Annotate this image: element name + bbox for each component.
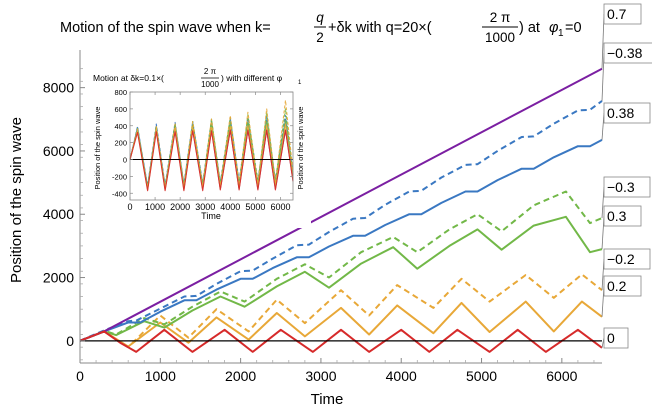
title-phi: φ: [549, 20, 558, 36]
series-line: [79, 190, 603, 342]
inset-y-tick-label: 400: [114, 122, 127, 131]
series-line: [79, 139, 603, 342]
y-tick-label: 4000: [43, 206, 74, 222]
callout-label: −0.3: [607, 179, 635, 195]
inset-title-mid: ) with different φ: [221, 73, 283, 83]
inset-title-frac-numerator: 2 π: [204, 67, 217, 76]
callout-label: 0.2: [607, 278, 627, 294]
title-mid: +δk with q=20×(: [328, 20, 432, 36]
callout-label: 0.38: [607, 105, 634, 121]
inset-background: [89, 66, 311, 228]
y-tick-label: 6000: [43, 143, 74, 159]
inset-x-tick-label: 3000: [195, 202, 215, 212]
main-plot: 0 1000 2000 3000 4000 5000 6000020004000600080…: [8, 3, 652, 408]
inset-x-tick-label: 2000: [170, 202, 190, 212]
inset-x-axis-label: Time: [201, 211, 221, 221]
callout-label: 0.3: [607, 208, 627, 224]
y-tick-label: 8000: [43, 80, 74, 96]
inset-x-tick-label: 6000: [270, 202, 290, 212]
main-series-group: [79, 67, 603, 353]
x-tick-label: 5000: [466, 368, 497, 384]
inset-y-tick-label: -400: [112, 189, 127, 198]
series-line: [79, 300, 603, 348]
inset-plot: Motion at δk=0.1×( 2 π 1000 ) with diffe…: [89, 66, 311, 228]
inset-title-subscript: 1: [298, 80, 302, 86]
inset-y-tick-label: 800: [114, 88, 127, 97]
inset-x-tick-label: 4000: [220, 202, 240, 212]
x-tick-label: 2000: [225, 368, 256, 384]
title-frac-q-denominator: 2: [316, 30, 324, 45]
callout-box: [603, 275, 642, 297]
main-y-axis-label: Position of the spin wave: [8, 117, 25, 283]
inset-y-axis-label-right: Position of the spin wave: [296, 107, 305, 190]
series-line: [79, 100, 603, 342]
title-frac-pi-numerator: 2 π: [490, 10, 511, 25]
y-tick-label: 0: [66, 333, 74, 349]
series-callouts: 0.7 −0.38 0.38 −0.3 0.3 −0.2 0.2 0: [601, 3, 652, 349]
callout-box: [603, 248, 651, 270]
main-x-axis-label: Time: [311, 391, 344, 408]
title-close: ) at: [519, 20, 540, 36]
inset-x-tick-label: 1000: [145, 202, 165, 212]
series-line: [79, 215, 603, 342]
inset-series-group: [129, 99, 294, 192]
callout-label: 0: [607, 330, 615, 346]
chart-title: Motion of the spin wave when k= q 2 +δk …: [60, 10, 582, 45]
title-phi-subscript: 1: [558, 28, 564, 39]
inset-series-line: [129, 129, 294, 192]
title-prefix: Motion of the spin wave when k=: [60, 20, 271, 36]
inset-title-frac-denominator: 1000: [201, 80, 219, 89]
x-tick-label: 6000: [546, 368, 577, 384]
series-line: [79, 273, 603, 349]
x-tick-label: 3000: [305, 368, 336, 384]
inset-title-prefix: Motion at δk=0.1×(: [93, 73, 164, 83]
inset-y-tick-label: 600: [114, 105, 127, 114]
x-tick-label: 1000: [145, 368, 176, 384]
x-tick-label: 0: [76, 368, 84, 384]
callout-box: [603, 327, 629, 349]
callout-box: [603, 3, 642, 25]
inset-x-tick-label: 0: [127, 202, 132, 212]
inset-y-tick-label: 200: [114, 139, 127, 148]
title-frac-q-numerator: q: [316, 10, 324, 25]
inset-axes: 0 1000 2000 3000 4000 5000 6000 -400 -200 0 200 400…: [112, 88, 294, 212]
inset-y-axis-label-left: Position of the spin wave: [93, 107, 102, 190]
callout-box: [603, 205, 642, 227]
inset-series-line: [129, 99, 294, 190]
x-tick-label: 4000: [386, 368, 417, 384]
callout-label: 0.7: [607, 6, 627, 22]
title-suffix: =0: [565, 20, 582, 36]
callout-box: [603, 176, 651, 198]
inset-frame: [129, 91, 294, 201]
title-frac-pi-denominator: 1000: [485, 30, 515, 45]
inset-y-tick-label: 0: [123, 156, 127, 165]
callout-box: [603, 42, 652, 64]
y-tick-label: 2000: [43, 270, 74, 286]
inset-y-tick-label: -200: [112, 172, 127, 181]
inset-x-tick-label: 5000: [245, 202, 265, 212]
callout-label: −0.2: [607, 251, 635, 267]
main-axes: 0 1000 2000 3000 4000 5000 6000020004000600080…: [43, 50, 602, 384]
inset-title: Motion at δk=0.1×( 2 π 1000 ) with diffe…: [93, 67, 302, 89]
callout-label: −0.38: [607, 45, 643, 61]
callout-box: [603, 102, 651, 124]
